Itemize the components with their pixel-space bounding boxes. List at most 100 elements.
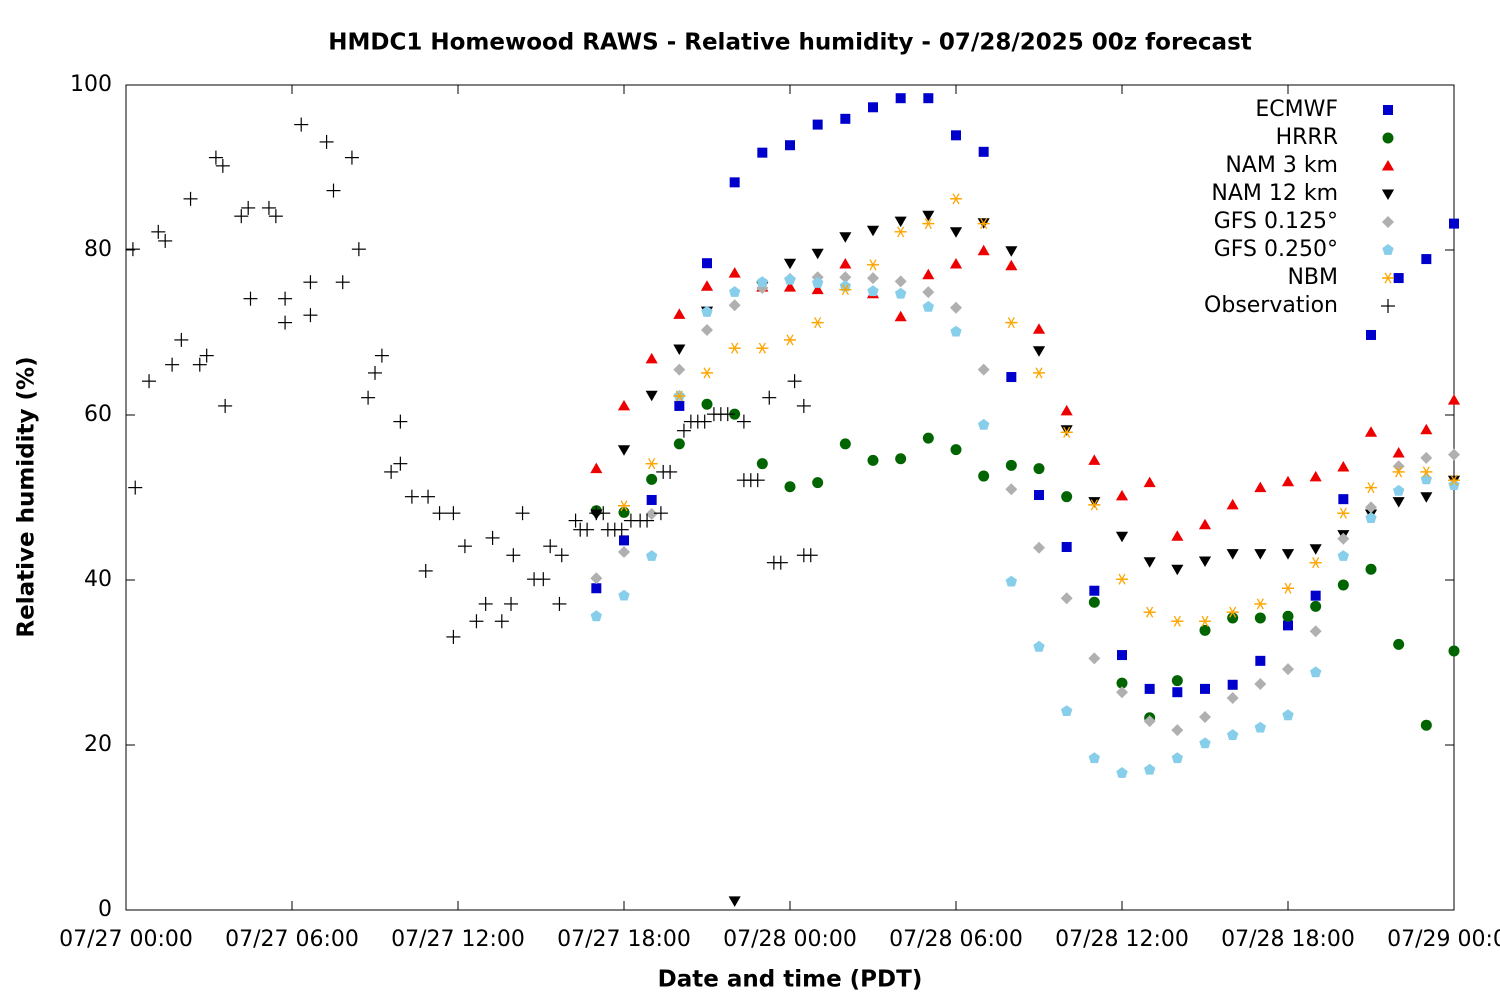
marker-shape (1310, 666, 1322, 678)
data-point (1420, 451, 1433, 464)
marker-shape (1420, 451, 1433, 464)
marker-shape (1060, 592, 1073, 605)
data-point (674, 400, 685, 411)
data-point (922, 432, 934, 444)
data-point (729, 286, 741, 297)
data-point (673, 363, 686, 376)
data-point (1392, 497, 1405, 508)
marker-shape (1005, 259, 1018, 271)
marker-shape (1393, 484, 1405, 496)
marker-shape (950, 325, 962, 337)
data-point (1116, 677, 1128, 689)
data-point (1061, 542, 1072, 552)
data-point (1337, 461, 1350, 472)
data-point (1254, 678, 1267, 690)
data-point (165, 357, 180, 372)
marker-shape (1281, 549, 1295, 560)
data-point (418, 563, 433, 578)
data-point (895, 93, 906, 104)
marker-shape (977, 363, 990, 376)
marker-shape (1171, 724, 1184, 737)
data-point (590, 610, 602, 622)
data-point (241, 200, 256, 215)
data-point (977, 218, 990, 230)
data-point (1393, 273, 1404, 284)
data-point (183, 191, 198, 206)
data-point (218, 398, 233, 413)
data-point (1226, 549, 1239, 560)
marker-shape (1143, 715, 1156, 728)
data-point (1199, 711, 1211, 723)
data-point (344, 150, 359, 165)
data-point (922, 218, 935, 230)
data-point (840, 113, 851, 124)
data-point (783, 281, 797, 292)
marker-shape (590, 610, 602, 622)
marker-shape (812, 119, 823, 130)
x-tick-label: 07/28 00:00 (723, 927, 857, 952)
data-point (1033, 367, 1045, 379)
marker-shape (1392, 447, 1405, 458)
data-point (728, 896, 741, 907)
marker-shape (839, 438, 851, 450)
marker-shape (1143, 557, 1156, 568)
marker-shape (867, 285, 879, 297)
marker-shape (1088, 497, 1101, 508)
marker-shape (617, 445, 631, 456)
marker-shape (1365, 563, 1377, 575)
data-point (1171, 615, 1184, 627)
data-point (978, 418, 990, 430)
data-point (590, 462, 603, 474)
data-point (868, 102, 878, 113)
marker-shape (1420, 473, 1432, 485)
data-point (1227, 612, 1239, 624)
data-point (1005, 317, 1018, 329)
data-point (950, 444, 962, 456)
data-point (1171, 564, 1184, 576)
marker-shape (1089, 585, 1100, 596)
marker-shape (1420, 719, 1432, 731)
data-point (784, 273, 796, 285)
marker-shape (1115, 531, 1129, 543)
data-point (351, 242, 366, 257)
marker-shape (1200, 683, 1210, 694)
data-point (1117, 650, 1127, 661)
data-point (1199, 624, 1211, 636)
legend-label: Observation (1204, 293, 1338, 318)
data-point (384, 464, 399, 479)
marker-shape (728, 896, 741, 907)
marker-shape (1033, 541, 1045, 554)
marker-shape (785, 140, 795, 151)
data-point (208, 150, 223, 165)
data-point (700, 280, 714, 291)
data-point (729, 177, 740, 188)
marker-shape (950, 444, 962, 456)
data-point (1226, 692, 1239, 704)
data-point (1449, 218, 1459, 229)
data-point (1115, 531, 1129, 543)
data-point (618, 546, 630, 558)
data-point (1033, 463, 1045, 475)
data-point (1254, 721, 1266, 733)
legend-marker (1381, 160, 1395, 171)
x-tick-label: 07/29 00:00 (1387, 927, 1500, 952)
data-point (1337, 507, 1350, 519)
data-point (1032, 346, 1046, 357)
marker-shape (839, 280, 851, 292)
marker-shape (867, 454, 879, 466)
data-point (728, 342, 741, 354)
marker-shape (922, 300, 934, 312)
marker-shape (591, 583, 602, 594)
data-point (720, 407, 735, 422)
data-point (653, 506, 668, 521)
marker-shape (701, 398, 713, 410)
data-point (977, 244, 990, 256)
data-point (1282, 582, 1294, 594)
data-point (951, 130, 961, 141)
legend-marker (1382, 216, 1394, 228)
data-point (839, 258, 852, 269)
data-point (128, 480, 143, 495)
marker-shape (1254, 678, 1267, 690)
marker-shape (811, 248, 824, 260)
marker-shape (895, 93, 906, 104)
